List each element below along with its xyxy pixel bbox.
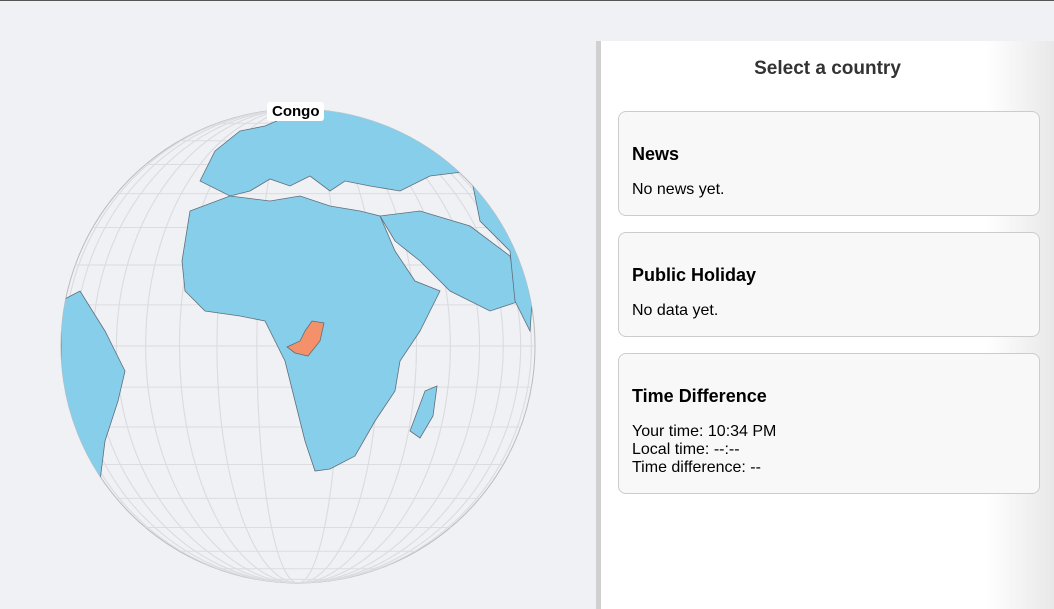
info-panel: Select a country News No news yet. Publi… bbox=[596, 41, 1054, 609]
your-time: Your time: 10:34 PM bbox=[632, 423, 777, 440]
local-time: Local time: --:-- bbox=[632, 441, 740, 458]
holiday-body: No data yet. bbox=[632, 302, 719, 319]
news-body: No news yet. bbox=[632, 181, 725, 198]
news-card: News No news yet. bbox=[618, 111, 1040, 216]
holiday-card: Public Holiday No data yet. bbox=[618, 232, 1040, 337]
holiday-title: Public Holiday bbox=[632, 265, 757, 285]
country-madagascar[interactable] bbox=[409, 385, 438, 439]
country-congo[interactable] bbox=[286, 320, 325, 357]
panel-title: Select a country bbox=[754, 58, 901, 79]
globe-map[interactable] bbox=[0, 1, 596, 609]
time-title: Time Difference bbox=[632, 386, 767, 406]
time-difference: Time difference: -- bbox=[632, 459, 761, 476]
country-arabia[interactable] bbox=[379, 210, 521, 312]
country-hover-label: Congo bbox=[267, 102, 325, 121]
time-card: Time Difference Your time: 10:34 PM Loca… bbox=[618, 353, 1040, 494]
news-title: News bbox=[632, 144, 680, 164]
